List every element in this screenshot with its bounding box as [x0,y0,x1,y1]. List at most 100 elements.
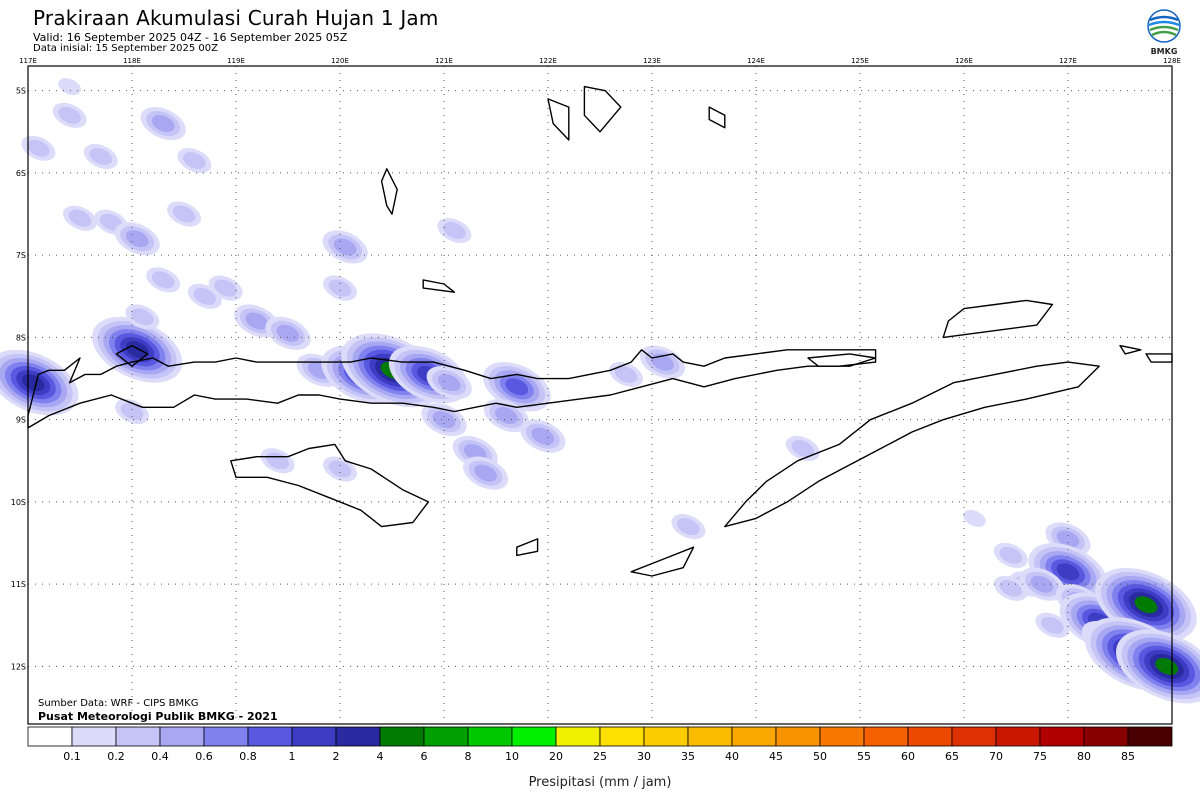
island-outline [1119,344,1142,355]
colorbar-tick: 65 [945,750,959,763]
precip-contour [120,402,144,420]
colorbar-tick: 0.6 [195,750,213,763]
colorbar-tick: 2 [333,750,340,763]
precip-cell [520,419,566,453]
precip-cell [140,106,186,141]
lon-tick-label: 121E [435,57,453,65]
precip-cell [114,222,160,256]
colorbar-tick: 0.2 [107,750,125,763]
lat-tick-label: 12S [11,662,26,671]
island-outline [583,85,622,133]
precip-cell [639,345,685,379]
colorbar-tick: 20 [549,750,563,763]
precip-cell [265,316,311,350]
colorbar-swatch [203,726,249,747]
colorbar-tick: 35 [681,750,695,763]
precip-cell [1116,629,1200,704]
lon-tick-label: 120E [331,57,349,65]
precip-contour [58,78,81,96]
island-outline [547,98,570,141]
precip-cell [0,349,79,416]
colorbar-swatch [1083,726,1129,747]
lon-tick-label: 124E [747,57,765,65]
precip-cell [963,509,986,527]
colorbar-swatch [379,726,425,747]
lon-tick-label: 123E [643,57,661,65]
island-outline [1145,353,1173,363]
precip-contour [58,106,81,124]
colorbar-swatch [687,726,733,747]
precip-contour [677,518,700,536]
colorbar-tick: 8 [465,750,472,763]
island-outline [516,538,539,557]
precip-contour [172,205,196,223]
precip-contour [193,287,217,305]
precip-cell [437,217,472,244]
precip-contour [151,271,175,289]
precip-contour [328,460,352,478]
island-outline [27,349,877,429]
colorbar-swatch [511,726,557,747]
precip-contour [1134,596,1158,614]
colorbar-tick: 45 [769,750,783,763]
colorbar-swatch [819,726,865,747]
precip-contour [651,353,674,371]
lon-tick-label: 119E [227,57,245,65]
precip-cell [260,448,295,474]
precip-contour [791,439,815,457]
precip-contour [1056,530,1080,548]
colorbar-swatch [951,726,997,747]
colorbar-swatch [643,726,689,747]
lon-tick-label: 118E [123,57,141,65]
precip-cell [1035,612,1070,638]
precip-contour [495,407,518,425]
colorbar-tick: 25 [593,750,607,763]
precip-contour [1056,563,1080,581]
colorbar-swatch [115,726,161,747]
lat-tick-label: 6S [16,169,26,178]
precip-contour [183,152,206,170]
precip-cell [322,230,368,264]
lon-tick-label: 126E [955,57,973,65]
precip-contour [27,139,50,157]
precip-layer [0,78,1200,704]
colorbar-tick: 60 [901,750,915,763]
colorbar-swatch [907,726,953,747]
precip-cell [1019,567,1065,601]
colorbar-swatch [731,726,777,747]
colorbar-tick: 75 [1033,750,1047,763]
precip-cell [63,205,97,231]
colorbar-tick: 6 [421,750,428,763]
precip-contour [531,427,555,445]
colorbar-swatch [555,726,601,747]
precip-cell [177,148,212,174]
precip-contour [505,378,529,396]
bmkg-logo: BMKG [1147,9,1181,56]
precip-contour [614,365,638,383]
colorbar-tick: 55 [857,750,871,763]
colorbar-swatch [863,726,909,747]
precip-cell [323,456,357,482]
colorbar-swatch [159,726,205,747]
island-outline [724,361,1100,528]
precip-cell [58,78,81,96]
precip-cell [52,102,87,128]
precip-contour [328,279,352,297]
colorbar-swatch [423,726,469,747]
precip-contour [68,209,92,227]
lon-tick-label: 128E [1163,57,1181,65]
colorbar-tick: 30 [637,750,651,763]
lat-tick-label: 5S [16,87,26,96]
precip-cell [426,366,472,400]
colorbar: 0.1 0.2 0.4 0.6 0.8 1 2 4 6 8 10 20 25 30 35 40 45 50 55 60… [27,726,1173,763]
precip-contour [999,546,1023,564]
org-credit: Pusat Meteorologi Publik BMKG - 2021 [38,710,278,723]
colorbar-tick: 0.8 [239,750,257,763]
island-outline [380,168,398,215]
colorbar-swatch [775,726,821,747]
colorbar-tick: 70 [989,750,1003,763]
precip-contour [276,324,300,342]
source-credit: Sumber Data: WRF - CIPS BMKG [38,698,199,709]
island-outline [115,344,149,367]
island-outline [422,279,456,293]
